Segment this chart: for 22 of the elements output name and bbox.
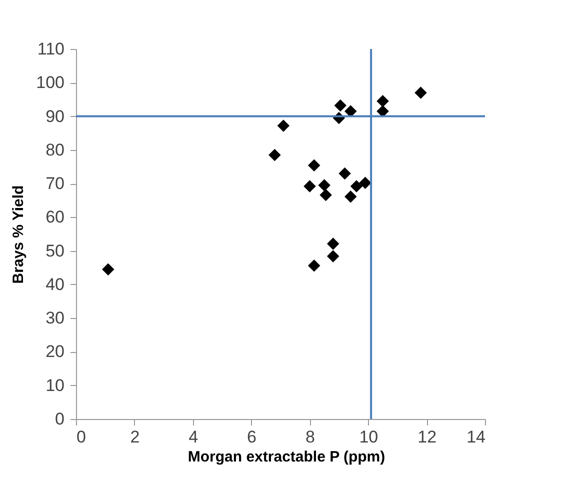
- x-tick-label: 10: [359, 428, 378, 446]
- y-tick-label: 60: [46, 208, 64, 227]
- x-tick-label: 2: [130, 428, 140, 446]
- y-tick-label: 70: [46, 174, 64, 194]
- y-tick-label: 30: [46, 308, 64, 328]
- y-tick-label: 10: [46, 376, 64, 395]
- y-tick-label: 80: [46, 140, 64, 160]
- x-axis-title: Morgan extractable P (ppm): [188, 448, 386, 466]
- y-tick-label: 0: [55, 410, 64, 428]
- x-tick-label: 4: [188, 428, 198, 446]
- x-tick-label: 12: [418, 428, 437, 446]
- x-tick-label: 14: [466, 428, 486, 446]
- y-tick-label: 50: [46, 241, 64, 260]
- y-axis-title: Brays % Yield: [10, 185, 28, 284]
- x-tick-label: 0: [76, 428, 86, 446]
- y-tick-label: 20: [46, 342, 64, 362]
- y-tick-label: 40: [46, 274, 64, 294]
- x-tick-label: 8: [305, 428, 315, 446]
- x-tick-label: 6: [247, 428, 257, 446]
- y-tick-label: 110: [37, 40, 64, 58]
- y-tick-label: 100: [36, 73, 64, 92]
- y-tick-label: 90: [46, 106, 64, 126]
